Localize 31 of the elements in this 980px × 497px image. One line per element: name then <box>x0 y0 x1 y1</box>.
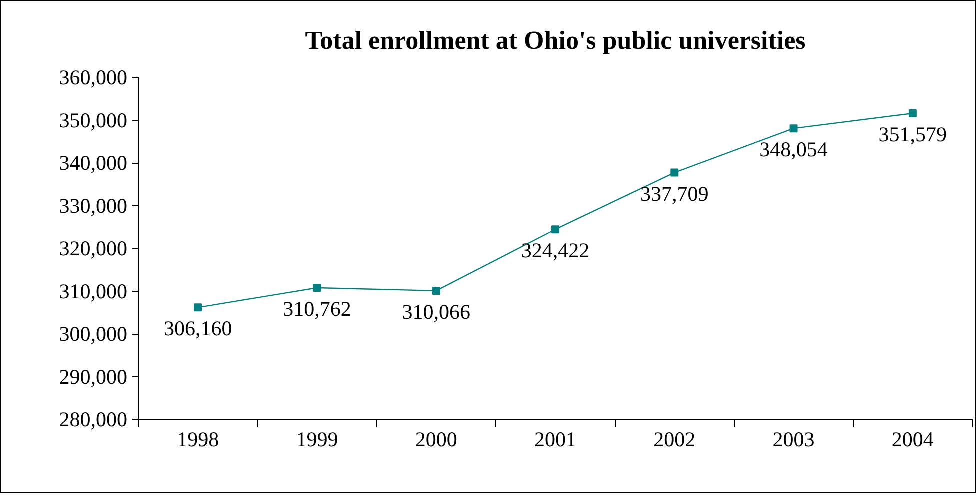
text: 324,422 <box>521 238 590 263</box>
text: 310,762 <box>283 296 352 321</box>
text: 348,054 <box>760 138 828 162</box>
y-tick-label: 290,000 <box>59 364 128 389</box>
point <box>670 168 679 177</box>
x-tick-label: 1998 <box>177 428 220 452</box>
x-tick-label: 2002 <box>654 428 696 452</box>
text: 310,066 <box>402 300 470 324</box>
text: 306,160 <box>164 316 232 341</box>
x-tick-label: 2001 <box>534 428 576 452</box>
point <box>432 286 440 295</box>
x-tick-label: 2000 <box>415 428 458 452</box>
x-tick-label: 2004 <box>892 428 934 452</box>
chart-title: Total enrollment at Ohio's public universities <box>305 26 806 55</box>
y-tick-label: 320,000 <box>59 236 128 260</box>
point <box>194 304 202 312</box>
point <box>908 110 917 118</box>
point <box>552 226 560 234</box>
y-tick-label: 360,000 <box>59 66 128 90</box>
point <box>790 124 798 133</box>
y-tick-label: 300,000 <box>59 322 128 346</box>
y-tick-label: 340,000 <box>59 151 128 175</box>
y-tick-label: 330,000 <box>59 194 128 218</box>
point <box>313 284 322 292</box>
x-tick-label: 2003 <box>772 428 815 452</box>
text: 337,709 <box>640 182 709 206</box>
y-tick-label: 280,000 <box>59 408 128 432</box>
y-tick-label: 310,000 <box>59 279 128 304</box>
y-tick-label: 350,000 <box>59 108 128 132</box>
text: 351,579 <box>878 122 948 146</box>
x-tick-label: 1999 <box>296 428 338 452</box>
